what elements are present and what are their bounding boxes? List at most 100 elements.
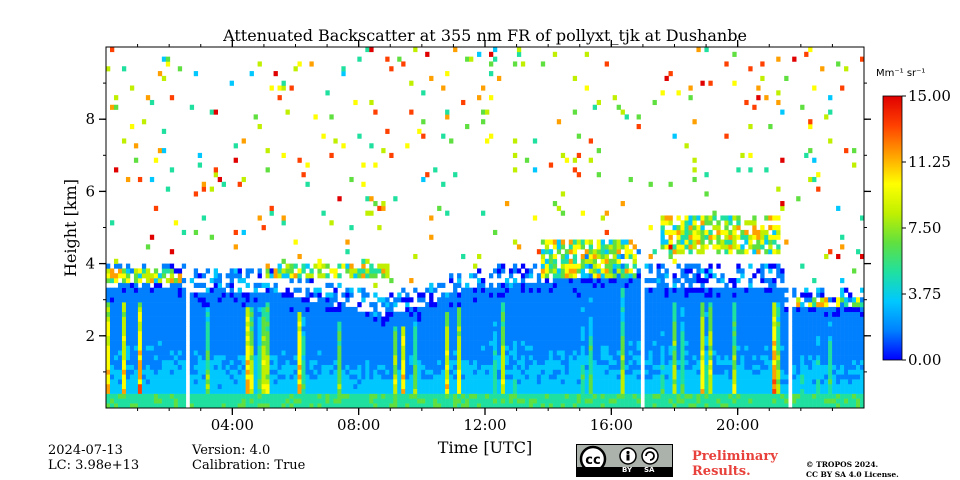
heatmap-cell xyxy=(692,225,697,231)
heatmap-cell xyxy=(109,47,115,53)
heatmap-cell xyxy=(648,316,653,322)
heatmap-cell xyxy=(588,364,594,370)
heatmap-cell xyxy=(353,306,358,313)
heatmap-cell xyxy=(113,330,119,337)
heatmap-cell xyxy=(409,335,414,341)
heatmap-cell xyxy=(365,340,370,346)
heatmap-cell xyxy=(481,340,486,346)
heatmap-cell xyxy=(604,306,609,313)
heatmap-cell xyxy=(748,398,753,404)
heatmap-cell xyxy=(592,321,598,327)
heatmap-cell xyxy=(153,287,159,293)
heatmap-cell xyxy=(117,383,123,390)
heatmap-cell xyxy=(660,355,665,361)
heatmap-cell xyxy=(744,393,749,399)
heatmap-cell xyxy=(365,335,370,341)
heatmap-cell xyxy=(457,311,462,317)
heatmap-cell xyxy=(337,350,342,356)
heatmap-cell xyxy=(297,253,302,260)
heatmap-cell xyxy=(241,138,246,144)
heatmap-cell xyxy=(397,340,402,346)
heatmap-cell xyxy=(409,374,414,380)
heatmap-cell xyxy=(760,388,765,394)
heatmap-cell xyxy=(716,311,721,317)
heatmap-cell xyxy=(425,398,430,404)
heatmap-cell xyxy=(668,306,673,313)
heatmap-cell xyxy=(333,316,338,322)
heatmap-cell xyxy=(736,335,741,341)
heatmap-cell xyxy=(548,287,554,293)
heatmap-cell xyxy=(548,393,554,399)
heatmap-cell xyxy=(556,364,562,370)
heatmap-cell xyxy=(145,321,151,327)
heatmap-cell xyxy=(560,369,566,375)
heatmap-cell xyxy=(644,388,649,394)
heatmap-cell xyxy=(524,297,530,303)
heatmap-cell xyxy=(381,273,386,279)
heatmap-cell xyxy=(261,369,266,375)
heatmap-cell xyxy=(540,273,546,279)
heatmap-cell xyxy=(205,330,211,337)
heatmap-cell xyxy=(500,388,506,394)
heatmap-cell xyxy=(169,292,175,298)
heatmap-cell xyxy=(106,273,111,279)
heatmap-cell xyxy=(548,379,554,385)
heatmap-cell xyxy=(221,379,226,385)
heatmap-cell xyxy=(716,388,721,394)
heatmap-cell xyxy=(740,311,745,317)
heatmap-cell xyxy=(544,311,550,317)
heatmap-cell xyxy=(413,359,418,365)
heatmap-cell xyxy=(704,311,709,317)
heatmap-cell xyxy=(149,388,155,394)
heatmap-cell xyxy=(173,306,179,313)
heatmap-cell xyxy=(237,364,242,370)
heatmap-cell xyxy=(209,345,215,351)
heatmap-cell xyxy=(600,388,605,394)
heatmap-cell xyxy=(556,316,562,322)
heatmap-cell xyxy=(704,306,709,313)
heatmap-cell xyxy=(532,326,538,332)
heatmap-cell xyxy=(628,403,633,409)
heatmap-cell xyxy=(616,306,621,313)
heatmap-cell xyxy=(740,229,745,236)
heatmap-cell xyxy=(137,311,143,317)
heatmap-cell xyxy=(485,369,490,375)
heatmap-cell xyxy=(708,321,713,327)
heatmap-cell xyxy=(764,369,769,375)
heatmap-cell xyxy=(700,220,705,226)
heatmap-cell xyxy=(680,311,685,317)
heatmap-cell xyxy=(273,292,278,298)
heatmap-cell xyxy=(672,335,677,341)
heatmap-cell xyxy=(632,292,637,298)
heatmap-cell xyxy=(461,316,466,322)
heatmap-cell xyxy=(696,326,701,332)
heatmap-cell xyxy=(281,220,286,226)
heatmap-cell xyxy=(409,311,414,317)
heatmap-cell xyxy=(253,374,258,380)
heatmap-cell xyxy=(325,374,330,380)
heatmap-cell xyxy=(736,220,741,226)
heatmap-cell xyxy=(429,306,434,313)
heatmap-cell xyxy=(512,364,518,370)
heatmap-cell xyxy=(461,369,466,375)
heatmap-cell xyxy=(732,388,737,394)
heatmap-cell xyxy=(373,364,378,370)
heatmap-cell xyxy=(648,292,653,298)
heatmap-cell xyxy=(716,297,721,303)
heatmap-cell xyxy=(672,302,677,308)
heatmap-cell xyxy=(181,383,187,390)
heatmap-cell xyxy=(289,374,294,380)
heatmap-cell xyxy=(421,133,426,139)
heatmap-cell xyxy=(421,379,426,385)
heatmap-cell xyxy=(329,374,334,380)
heatmap-cell xyxy=(157,393,163,399)
heatmap-cell xyxy=(277,263,282,269)
heatmap-cell xyxy=(209,398,215,404)
heatmap-cell xyxy=(596,359,601,365)
heatmap-cell xyxy=(349,287,354,293)
heatmap-cell xyxy=(129,403,135,409)
heatmap-cell xyxy=(237,181,242,187)
heatmap-cell xyxy=(441,133,446,139)
heatmap-cell xyxy=(481,282,486,288)
heatmap-cell xyxy=(700,340,705,346)
